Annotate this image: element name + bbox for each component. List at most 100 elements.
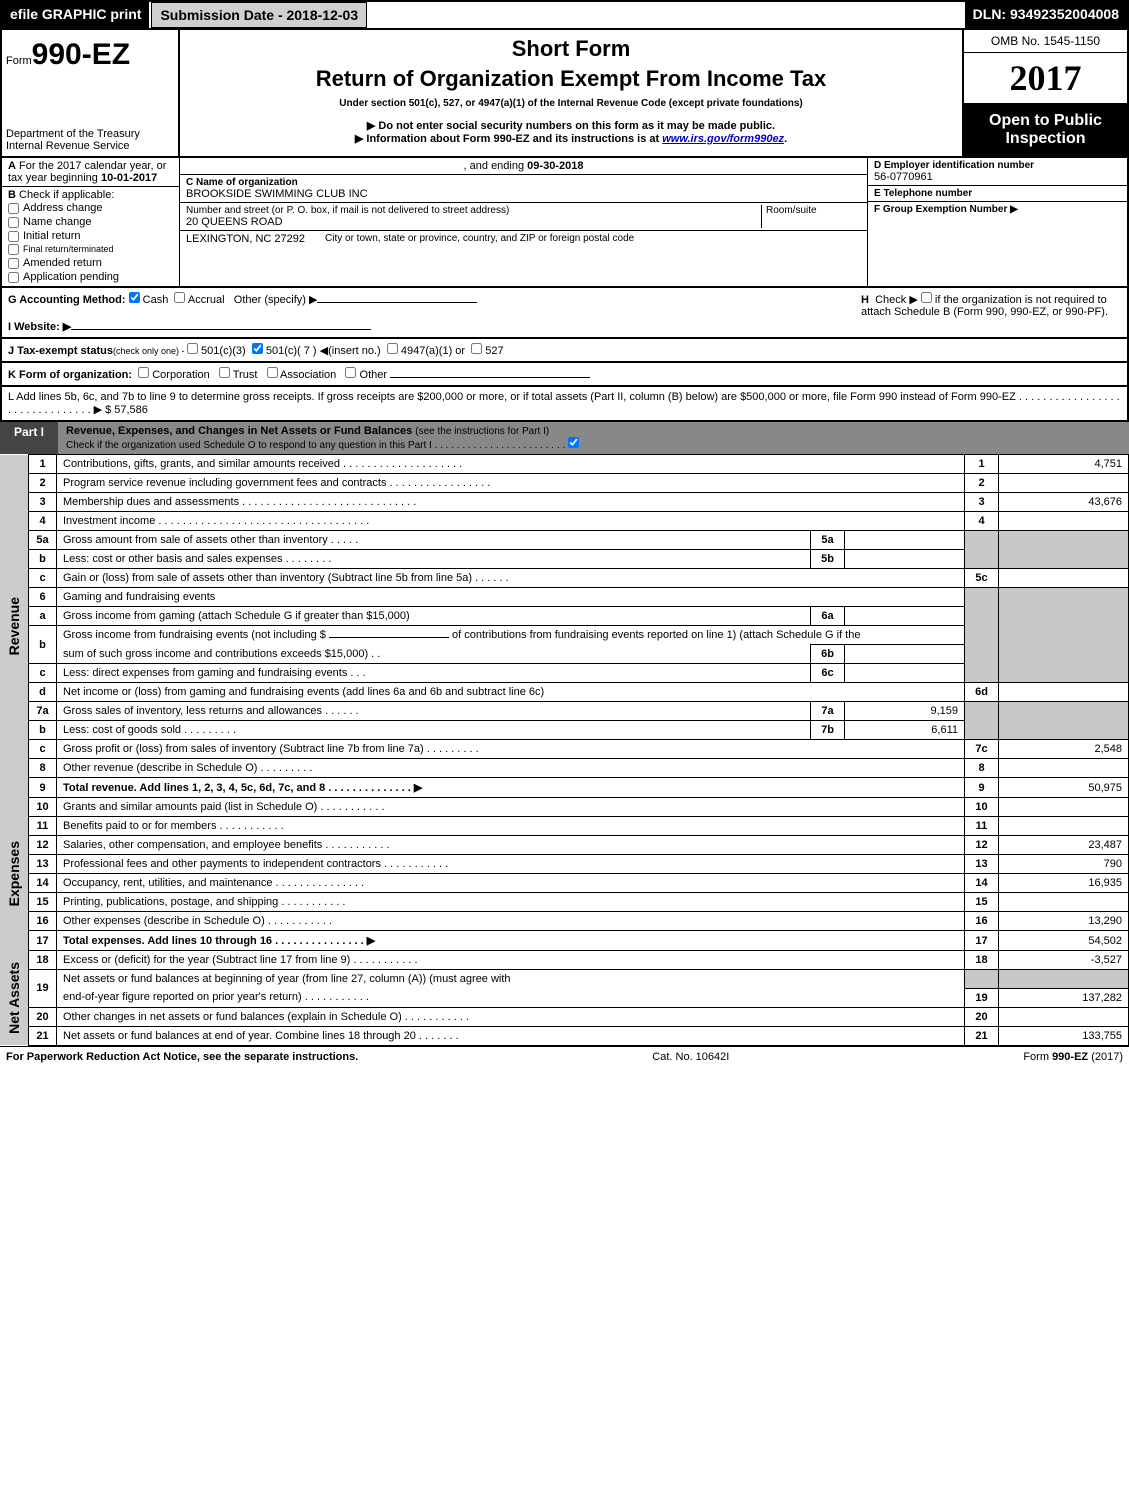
grey-6 <box>965 588 999 683</box>
checkbox-h[interactable] <box>921 292 932 303</box>
part1-check: Check if the organization used Schedule … <box>66 440 568 451</box>
box-1: 1 <box>965 455 999 474</box>
header-middle: Short Form Return of Organization Exempt… <box>180 30 962 156</box>
form-number: Form990-EZ <box>2 30 178 80</box>
irs-link[interactable]: www.irs.gov/form990ez <box>662 133 784 145</box>
row-5a: 5aGross amount from sale of assets other… <box>0 531 1129 550</box>
box-15: 15 <box>965 893 999 912</box>
side-expenses: Expenses <box>6 841 22 906</box>
c-label: C Name of organization <box>186 177 861 188</box>
checkbox-corp[interactable] <box>138 367 149 378</box>
section-j: J Tax-exempt status(check only one) - 50… <box>0 339 1129 363</box>
i-label: I Website: ▶ <box>8 321 71 333</box>
sb-5b: 5b <box>811 550 845 569</box>
desc-12: Salaries, other compensation, and employ… <box>57 836 965 855</box>
sv-7a: 9,159 <box>845 702 965 721</box>
h-right: H Check ▶ if the organization is not req… <box>861 292 1121 333</box>
val-3: 43,676 <box>999 493 1129 512</box>
note-info-pre: ▶ Information about Form 990-EZ and its … <box>355 133 662 145</box>
row-a-ending: , and ending 09-30-2018 <box>180 158 867 175</box>
part1-sub: (see the instructions for Part I) <box>415 426 549 437</box>
header-left: Form990-EZ Department of the Treasury In… <box>2 30 180 156</box>
checkbox-schedule-o[interactable] <box>568 437 579 448</box>
efile-print-button[interactable]: efile GRAPHIC print <box>2 2 149 28</box>
row-20: 20Other changes in net assets or fund ba… <box>0 1007 1129 1026</box>
ln-19: 19 <box>29 970 57 1008</box>
checkbox-trust[interactable] <box>219 367 230 378</box>
desc-6a: Gross income from gaming (attach Schedul… <box>57 607 811 626</box>
checkbox-application-pending[interactable] <box>8 272 19 283</box>
checkbox-501c3[interactable] <box>187 343 198 354</box>
checkbox-cash[interactable] <box>129 292 140 303</box>
row-19-1: 19Net assets or fund balances at beginni… <box>0 970 1129 989</box>
sb-6a: 6a <box>811 607 845 626</box>
ln-17: 17 <box>29 931 57 951</box>
sv-5b <box>845 550 965 569</box>
row-5c: cGain or (loss) from sale of assets othe… <box>0 569 1129 588</box>
desc-17-text: Total expenses. Add lines 10 through 16 … <box>63 935 375 947</box>
open-to-public: Open to Public Inspection <box>964 104 1127 156</box>
ln-7c: c <box>29 740 57 759</box>
dept-line2: Internal Revenue Service <box>6 140 174 152</box>
checkbox-501c[interactable] <box>252 343 263 354</box>
sb-7b: 7b <box>811 721 845 740</box>
checkbox-final-return[interactable] <box>8 244 19 255</box>
part1-tab: Part I <box>0 422 58 454</box>
lbl-name-change: Name change <box>23 216 92 228</box>
desc-1: Contributions, gifts, grants, and simila… <box>57 455 965 474</box>
val-1: 4,751 <box>999 455 1129 474</box>
open-line1: Open to Public <box>968 112 1123 130</box>
desc-8: Other revenue (describe in Schedule O) .… <box>57 759 965 778</box>
row-17: 17 Total expenses. Add lines 10 through 1… <box>0 931 1129 951</box>
desc-19-2: end-of-year figure reported on prior yea… <box>57 988 965 1007</box>
box-7c: 7c <box>965 740 999 759</box>
checkbox-amended-return[interactable] <box>8 258 19 269</box>
row-6d: dNet income or (loss) from gaming and fu… <box>0 683 1129 702</box>
k-assoc: Association <box>280 369 336 381</box>
ln-8: 8 <box>29 759 57 778</box>
footer-right: Form 990-EZ (2017) <box>1023 1051 1123 1063</box>
column-d-e-f: D Employer identification number 56-0770… <box>867 158 1127 286</box>
checkbox-name-change[interactable] <box>8 217 19 228</box>
desc-9: Total revenue. Add lines 1, 2, 3, 4, 5c,… <box>57 778 965 798</box>
checkbox-527[interactable] <box>471 343 482 354</box>
box-9: 9 <box>965 778 999 798</box>
k-label: K Form of organization: <box>8 369 132 381</box>
desc-7b: Less: cost of goods sold . . . . . . . .… <box>57 721 811 740</box>
val-21: 133,755 <box>999 1026 1129 1045</box>
a-mid: , and ending <box>464 160 525 172</box>
note-info: ▶ Information about Form 990-EZ and its … <box>190 132 952 145</box>
footer-right-post: (2017) <box>1088 1051 1123 1063</box>
row-9: 9Total revenue. Add lines 1, 2, 3, 4, 5c… <box>0 778 1129 798</box>
row-e: E Telephone number <box>868 186 1127 202</box>
checkbox-accrual[interactable] <box>174 292 185 303</box>
row-4: 4Investment income . . . . . . . . . . .… <box>0 512 1129 531</box>
row-11: 11Benefits paid to or for members . . . … <box>0 817 1129 836</box>
g-other: Other (specify) ▶ <box>234 294 318 306</box>
desc-7c: Gross profit or (loss) from sales of inv… <box>57 740 965 759</box>
checkbox-other-org[interactable] <box>345 367 356 378</box>
val-11 <box>999 817 1129 836</box>
box-18: 18 <box>965 951 999 970</box>
checkbox-initial-return[interactable] <box>8 231 19 242</box>
checkbox-4947[interactable] <box>387 343 398 354</box>
j-4947: 4947(a)(1) or <box>401 345 465 357</box>
e-label: E Telephone number <box>874 188 1121 199</box>
checkbox-address-change[interactable] <box>8 203 19 214</box>
chk-amended-return: Amended return <box>8 256 173 270</box>
g-cash: Cash <box>143 294 169 306</box>
k-corp: Corporation <box>152 369 209 381</box>
row-6c: cLess: direct expenses from gaming and f… <box>0 664 1129 683</box>
k-other-blank <box>390 377 590 378</box>
row-10: Expenses 10Grants and similar amounts pa… <box>0 798 1129 817</box>
box-14: 14 <box>965 874 999 893</box>
k-other: Other <box>360 369 388 381</box>
checkbox-assoc[interactable] <box>267 367 278 378</box>
side-revenue: Revenue <box>6 597 22 655</box>
val-7c: 2,548 <box>999 740 1129 759</box>
row-7c: cGross profit or (loss) from sales of in… <box>0 740 1129 759</box>
desc-7a: Gross sales of inventory, less returns a… <box>57 702 811 721</box>
desc-18: Excess or (deficit) for the year (Subtra… <box>57 951 965 970</box>
row-6b-2: sum of such gross income and contributio… <box>0 645 1129 664</box>
greyv-5ab <box>999 531 1129 569</box>
